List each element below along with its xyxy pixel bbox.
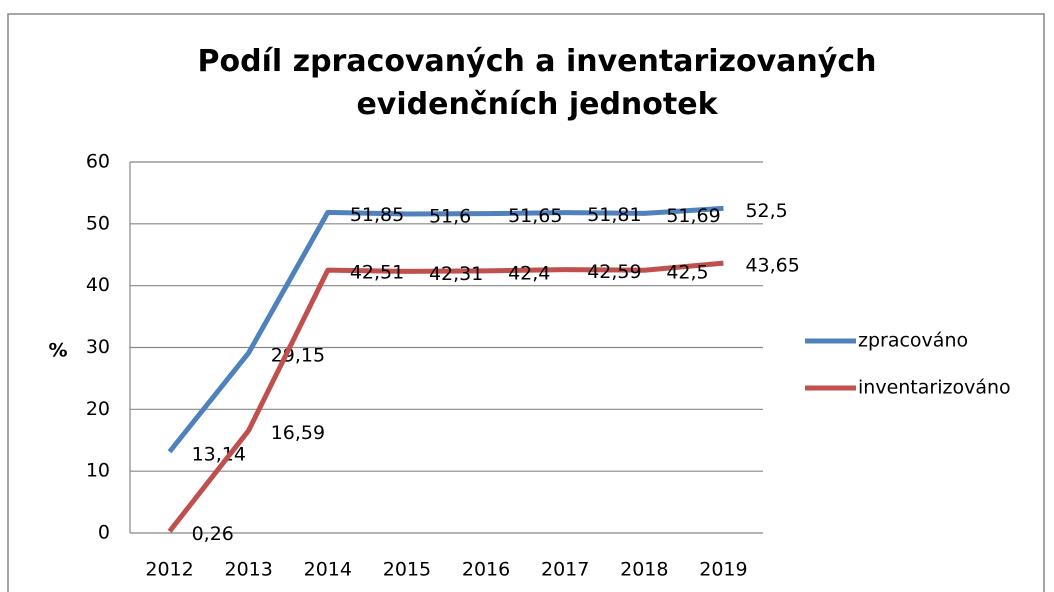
x-tick-label: 2015: [383, 559, 431, 581]
y-tick-label: 10: [86, 460, 110, 482]
data-label: 42,31: [429, 263, 483, 285]
data-label: 16,59: [271, 422, 325, 444]
x-tick-label: 2018: [620, 559, 668, 581]
data-label: 42,59: [587, 261, 641, 283]
series-line: [167, 260, 724, 533]
x-tick-label: 2016: [462, 559, 510, 581]
chart-frame: [7, 13, 1045, 592]
data-label: 29,15: [271, 344, 325, 366]
data-label: 43,65: [745, 255, 799, 277]
data-label: 42,4: [508, 262, 550, 284]
y-tick-label: 30: [86, 336, 110, 358]
chart-title: Podíl zpracovaných a inventarizovaných e…: [197, 44, 877, 122]
y-tick-label: 60: [86, 151, 110, 173]
data-label: 51,65: [508, 205, 562, 227]
data-label: 0,26: [192, 523, 234, 545]
x-tick-label: 2012: [145, 559, 193, 581]
x-tick-label: 2014: [304, 559, 352, 581]
y-tick-label: 50: [86, 212, 110, 234]
data-label: 51,6: [429, 205, 471, 227]
data-label: 51,69: [666, 205, 720, 227]
data-label: 51,81: [587, 204, 641, 226]
x-tick-label: 2013: [225, 559, 273, 581]
y-axis-label: %: [48, 340, 67, 362]
legend-label: inventarizováno: [858, 377, 1011, 399]
y-tick-label: 20: [86, 398, 110, 420]
data-label: 51,85: [350, 204, 404, 226]
data-label: 42,51: [350, 262, 404, 284]
data-label: 42,5: [666, 262, 708, 284]
data-label: 52,5: [745, 200, 787, 222]
x-tick-label: 2019: [699, 559, 747, 581]
y-tick-label: 0: [98, 522, 110, 544]
y-tick-label: 40: [86, 274, 110, 296]
series-line: [167, 205, 724, 454]
x-tick-label: 2017: [541, 559, 589, 581]
legend-label: zpracováno: [858, 330, 968, 352]
